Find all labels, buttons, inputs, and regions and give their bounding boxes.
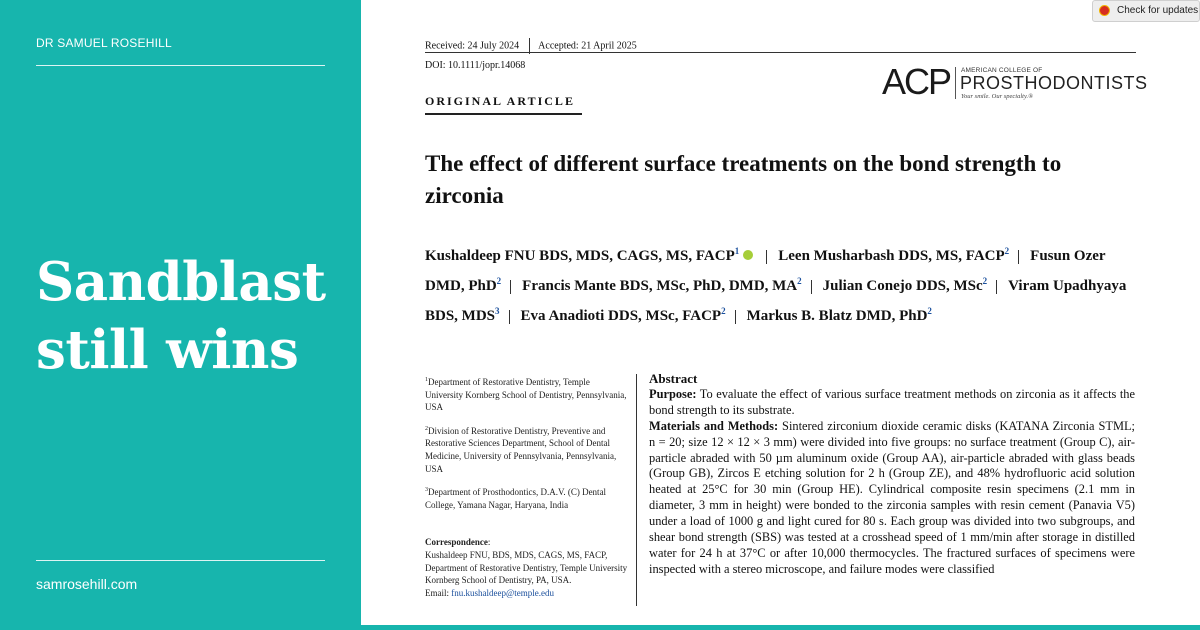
email-label: Email: (425, 587, 449, 598)
crossmark-icon (1099, 5, 1110, 16)
author[interactable]: Leen Musharbash DDS, MS, FACP2 (778, 246, 1010, 264)
abstract-purpose: Purpose: To evaluate the effect of vario… (649, 386, 1135, 417)
author[interactable]: Fusun Ozer DMD, PhD2 (425, 248, 1106, 294)
received-date: Received: 24 July 2024 (425, 40, 520, 52)
headline: Sandblast still wins (36, 248, 326, 384)
header-rule (425, 52, 1136, 53)
affiliations: 1Department of Restorative Dentistry, Te… (425, 374, 630, 599)
abstract-methods: Materials and Methods: Sintered zirconiu… (649, 418, 1135, 576)
paper-title: The effect of different surface treatmen… (425, 148, 1145, 212)
author[interactable]: Julian Conejo DDS, MSc2 (822, 276, 988, 294)
correspondence-label: Correspondence (425, 537, 488, 548)
article-type-underline (425, 113, 582, 115)
brand-name: DR SAMUEL ROSEHILL (36, 36, 172, 50)
logo-super: AMERICAN COLLEGE OF (961, 67, 1043, 74)
author-separator (508, 309, 510, 324)
author[interactable]: Markus B. Blatz DMD, PhD2 (746, 306, 932, 324)
bottom-accent-bar (0, 625, 1200, 630)
check-for-updates-button[interactable]: Check for updates (1092, 0, 1200, 22)
author-separator (996, 279, 998, 294)
logo-main: PROSTHODONTISTS (960, 73, 1148, 93)
title-line: The effect of different surface treatmen… (425, 151, 1062, 176)
paper-page: Received: 24 July 2024 Accepted: 21 April… (361, 0, 1200, 625)
check-for-updates-label: Check for updates (1117, 5, 1199, 16)
logo-tagline: Your smile. Our specialty.® (961, 93, 1034, 100)
author[interactable]: Kushaldeep FNU BDS, MDS, CAGS, MS, FACP1 (425, 246, 740, 264)
date-separator (529, 38, 531, 54)
affiliation: 3Department of Prosthodontics, D.A.V. (C… (425, 487, 607, 510)
headline-line: still wins (36, 319, 299, 381)
article-type: ORIGINAL ARTICLE (425, 94, 575, 108)
logo-divider (955, 67, 956, 99)
author[interactable]: Francis Mante BDS, MSc, PhD, DMD, MA2 (522, 276, 802, 294)
author[interactable]: Viram Upadhyaya BDS, MDS3 (425, 278, 1127, 324)
logo-mark: ACP (882, 61, 952, 102)
abstract-heading: Abstract (649, 371, 698, 386)
author-separator (734, 309, 736, 324)
bottom-divider (36, 560, 325, 561)
author-list: Kushaldeep FNU BDS, MDS, CAGS, MS, FACP1… (425, 239, 1140, 329)
top-divider (36, 65, 325, 66)
left-panel: DR SAMUEL ROSEHILL Sandblast still wins … (0, 0, 361, 630)
abstract: Abstract Purpose: To evaluate the effect… (649, 371, 1135, 578)
author[interactable]: Eva Anadioti DDS, MSc, FACP2 (520, 306, 726, 324)
acp-logo: ACP AMERICAN COLLEGE OF PROSTHODONTISTS … (882, 61, 1147, 104)
column-divider (636, 374, 637, 606)
article-dates: Received: 24 July 2024 Accepted: 21 April… (425, 38, 637, 54)
affiliation: 1Department of Restorative Dentistry, Te… (425, 377, 627, 413)
author-separator (510, 279, 512, 294)
orcid-icon[interactable] (743, 249, 754, 260)
author-separator (1018, 249, 1020, 264)
accepted-date: Accepted: 21 April 2025 (538, 40, 637, 52)
correspondence: Correspondence: Kushaldeep FNU, BDS, MDS… (425, 536, 630, 599)
site-url[interactable]: samrosehill.com (36, 576, 138, 592)
author-separator (810, 279, 812, 294)
title-line: zirconia (425, 183, 504, 208)
doi[interactable]: DOI: 10.1111/jopr.14068 (425, 60, 526, 71)
headline-line: Sandblast (36, 251, 326, 313)
email-link[interactable]: fnu.kushaldeep@temple.edu (451, 587, 555, 598)
author-separator (766, 249, 768, 264)
affiliation: 2Division of Restorative Dentistry, Prev… (425, 425, 617, 474)
correspondence-text: Kushaldeep FNU, BDS, MDS, CAGS, MS, FACP… (425, 549, 628, 586)
